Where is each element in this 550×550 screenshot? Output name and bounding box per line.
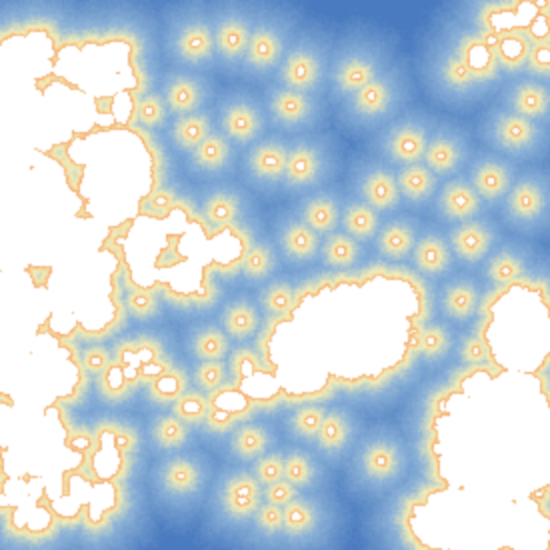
distance-raster-map[interactable] — [0, 0, 550, 550]
raster-canvas[interactable] — [0, 0, 550, 550]
